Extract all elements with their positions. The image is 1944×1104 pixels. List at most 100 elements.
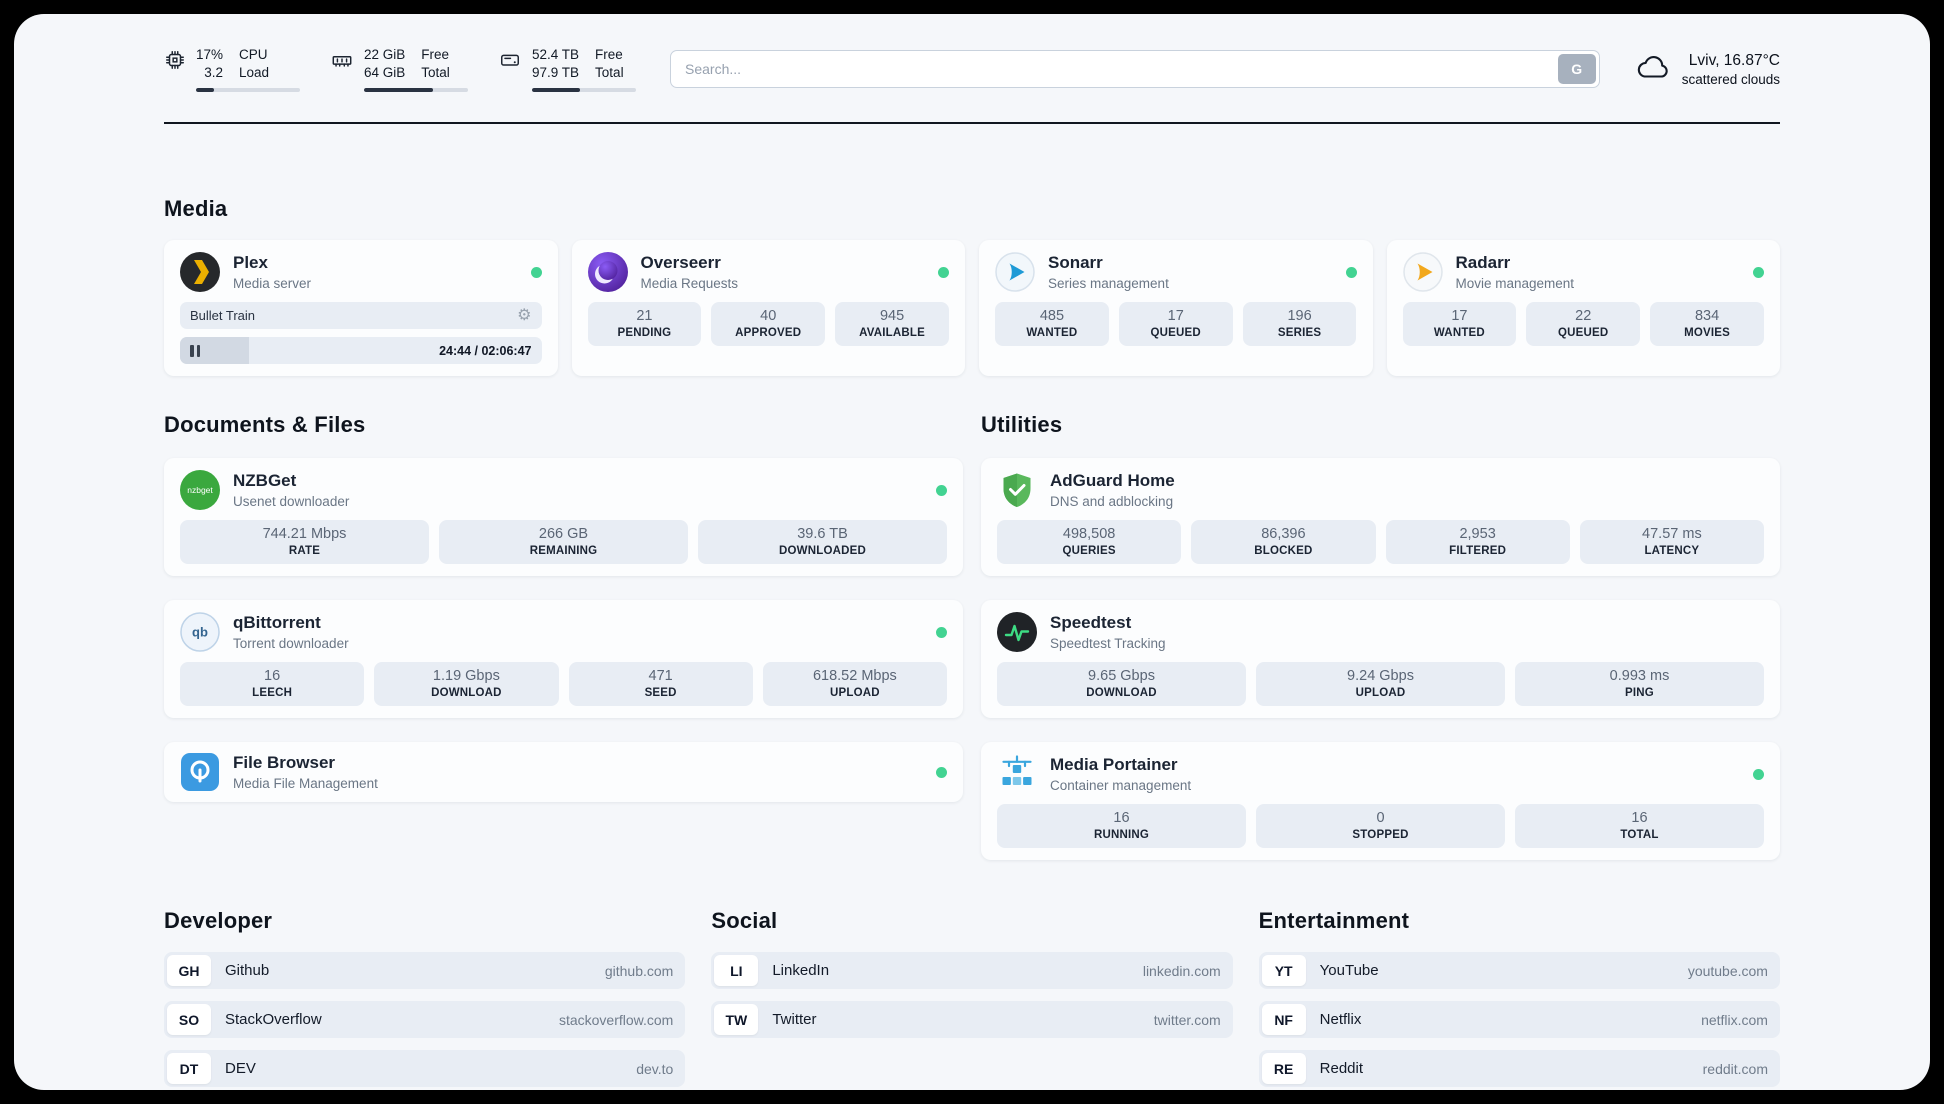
app-card-overseerr[interactable]: Overseerr Media Requests 21 PENDING 40 A… [571, 240, 965, 376]
stat-tile: 9.24 Gbps UPLOAD [1256, 662, 1505, 706]
adguard-icon [997, 470, 1037, 510]
section-title-entertainment: Entertainment [1258, 908, 1410, 933]
stat-tile: 196 SERIES [1242, 302, 1357, 346]
app-subtitle: DNS and adblocking [1050, 494, 1174, 509]
bookmark-linkedin[interactable]: LI LinkedIn linkedin.com [711, 952, 1233, 989]
ram-total-value: 64 GiB [364, 65, 406, 80]
stat-tile: 86,396 BLOCKED [1191, 520, 1376, 564]
bookmark-twitter[interactable]: TW Twitter twitter.com [711, 1001, 1233, 1038]
bookmark-dev[interactable]: DT DEV dev.to [164, 1050, 686, 1087]
bookmark-domain: netflix.com [1701, 1011, 1768, 1028]
bookmark-domain: youtube.com [1687, 962, 1768, 979]
bookmarks-social: Social LI LinkedIn linkedin.com TW Twitt… [711, 908, 1233, 1090]
stat-tile: 16 RUNNING [997, 804, 1246, 848]
app-subtitle: Media Requests [640, 276, 739, 291]
stat-tile: 17 QUEUED [1118, 302, 1233, 346]
bookmark-reddit[interactable]: RE Reddit reddit.com [1258, 1050, 1780, 1087]
stat-tile: 1.19 Gbps DOWNLOAD [374, 662, 559, 706]
bookmark-name: LinkedIn [772, 962, 830, 979]
bookmark-github[interactable]: GH Github github.com [164, 952, 686, 989]
playback-time: 24:44 / 02:06:47 [439, 343, 532, 358]
stat-tile: 618.52 Mbps UPLOAD [762, 662, 947, 706]
search-input[interactable] [670, 50, 1600, 88]
app-title: qBittorrent [233, 613, 321, 632]
cloud-icon [1634, 53, 1670, 86]
app-subtitle: Series management [1048, 276, 1169, 291]
bookmark-badge: TW [714, 1004, 759, 1035]
pause-icon[interactable] [190, 344, 200, 357]
status-dot [1753, 266, 1764, 278]
section-media: Media Plex Media server [164, 196, 1780, 376]
section-title-developer: Developer [164, 908, 273, 933]
bookmark-name: Reddit [1319, 1060, 1364, 1077]
app-card-filebrowser[interactable]: File Browser Media File Management [164, 742, 963, 802]
status-dot [936, 626, 947, 638]
stat-tile: 17 WANTED [1402, 302, 1517, 346]
app-card-portainer[interactable]: Media Portainer Container management 16 … [981, 742, 1780, 860]
app-title: Plex [233, 253, 268, 272]
status-dot [938, 266, 949, 278]
disk-free-value: 52.4 TB [532, 47, 580, 63]
app-subtitle: Torrent downloader [233, 636, 349, 651]
app-card-plex[interactable]: Plex Media server Bullet Train ⚙ 24:44 /… [164, 240, 558, 376]
app-subtitle: Movie management [1455, 276, 1575, 291]
bookmark-youtube[interactable]: YT YouTube youtube.com [1258, 952, 1780, 989]
cpu-progress-fill [196, 87, 214, 92]
weather-location: Lviv, 16.87°C [1688, 51, 1780, 69]
search-engine-button[interactable]: G [1557, 54, 1596, 84]
bookmark-domain: dev.to [636, 1060, 674, 1077]
cpu-percent: 17% [196, 47, 224, 63]
bookmark-name: Github [225, 962, 270, 979]
app-title: NZBGet [233, 471, 297, 490]
dashboard-frame: 17% 3.2 CPU Load [14, 14, 1930, 1090]
app-title: AdGuard Home [1050, 471, 1175, 490]
playback-progress[interactable]: 24:44 / 02:06:47 [180, 337, 542, 364]
bookmark-badge: RE [1261, 1053, 1306, 1084]
stat-tile: 16 TOTAL [1515, 804, 1764, 848]
filebrowser-icon [180, 752, 220, 792]
app-card-adguard[interactable]: AdGuard Home DNS and adblocking 498,508 … [981, 458, 1780, 576]
bookmark-netflix[interactable]: NF Netflix netflix.com [1258, 1001, 1780, 1038]
bookmark-domain: linkedin.com [1142, 962, 1221, 979]
cpu-label-1: CPU [239, 47, 268, 63]
gear-icon[interactable]: ⚙ [517, 306, 532, 324]
app-title: Media Portainer [1050, 755, 1178, 774]
app-subtitle: Speedtest Tracking [1050, 636, 1166, 651]
now-playing-title: Bullet Train [190, 308, 256, 323]
app-card-qbittorrent[interactable]: qb qBittorrent Torrent downloader 16 LEE… [164, 600, 963, 718]
app-subtitle: Container management [1050, 778, 1192, 793]
app-card-sonarr[interactable]: Sonarr Series management 485 WANTED 17 Q… [979, 240, 1373, 376]
stat-tile: 40 APPROVED [711, 302, 826, 346]
overseerr-icon [587, 252, 628, 292]
ram-widget: 22 GiB 64 GiB Free Total [330, 46, 468, 92]
topbar-divider [164, 122, 1780, 124]
search-bar: G [670, 50, 1600, 88]
stat-tile: 498,508 QUERIES [997, 520, 1182, 564]
stat-tile: 22 QUEUED [1526, 302, 1641, 346]
status-dot [936, 766, 947, 778]
bookmark-badge: DT [167, 1053, 211, 1084]
bookmarks-entertainment: Entertainment YT YouTube youtube.com NF … [1258, 908, 1780, 1090]
svg-text:qb: qb [192, 625, 208, 640]
app-card-speedtest[interactable]: Speedtest Speedtest Tracking 9.65 Gbps D… [981, 600, 1780, 718]
status-dot [1345, 266, 1357, 278]
stat-tile: 266 GB REMAINING [439, 520, 688, 564]
disk-progress-fill [532, 87, 580, 92]
section-utilities: Utilities AdGuard Home DNS and adblockin… [981, 412, 1780, 860]
ram-free-value: 22 GiB [364, 47, 406, 63]
app-title: Radarr [1455, 253, 1511, 272]
app-card-nzbget[interactable]: nzbget NZBGet Usenet downloader 744.21 M… [164, 458, 963, 576]
bookmark-stackoverflow[interactable]: SO StackOverflow stackoverflow.com [164, 1001, 686, 1038]
cpu-label-2: Load [239, 65, 270, 80]
stat-tile: 39.6 TB DOWNLOADED [698, 520, 947, 564]
section-title-social: Social [711, 908, 778, 933]
qbittorrent-icon: qb [180, 612, 220, 652]
bookmark-domain: reddit.com [1702, 1060, 1768, 1077]
disk-label-2: Total [595, 65, 624, 80]
bookmark-name: YouTube [1319, 962, 1379, 979]
app-card-radarr[interactable]: Radarr Movie management 17 WANTED 22 QUE… [1386, 240, 1780, 376]
app-title: Speedtest [1050, 613, 1132, 632]
bookmark-name: DEV [225, 1060, 256, 1077]
cpu-load-value: 3.2 [204, 65, 224, 80]
status-dot [936, 484, 947, 496]
